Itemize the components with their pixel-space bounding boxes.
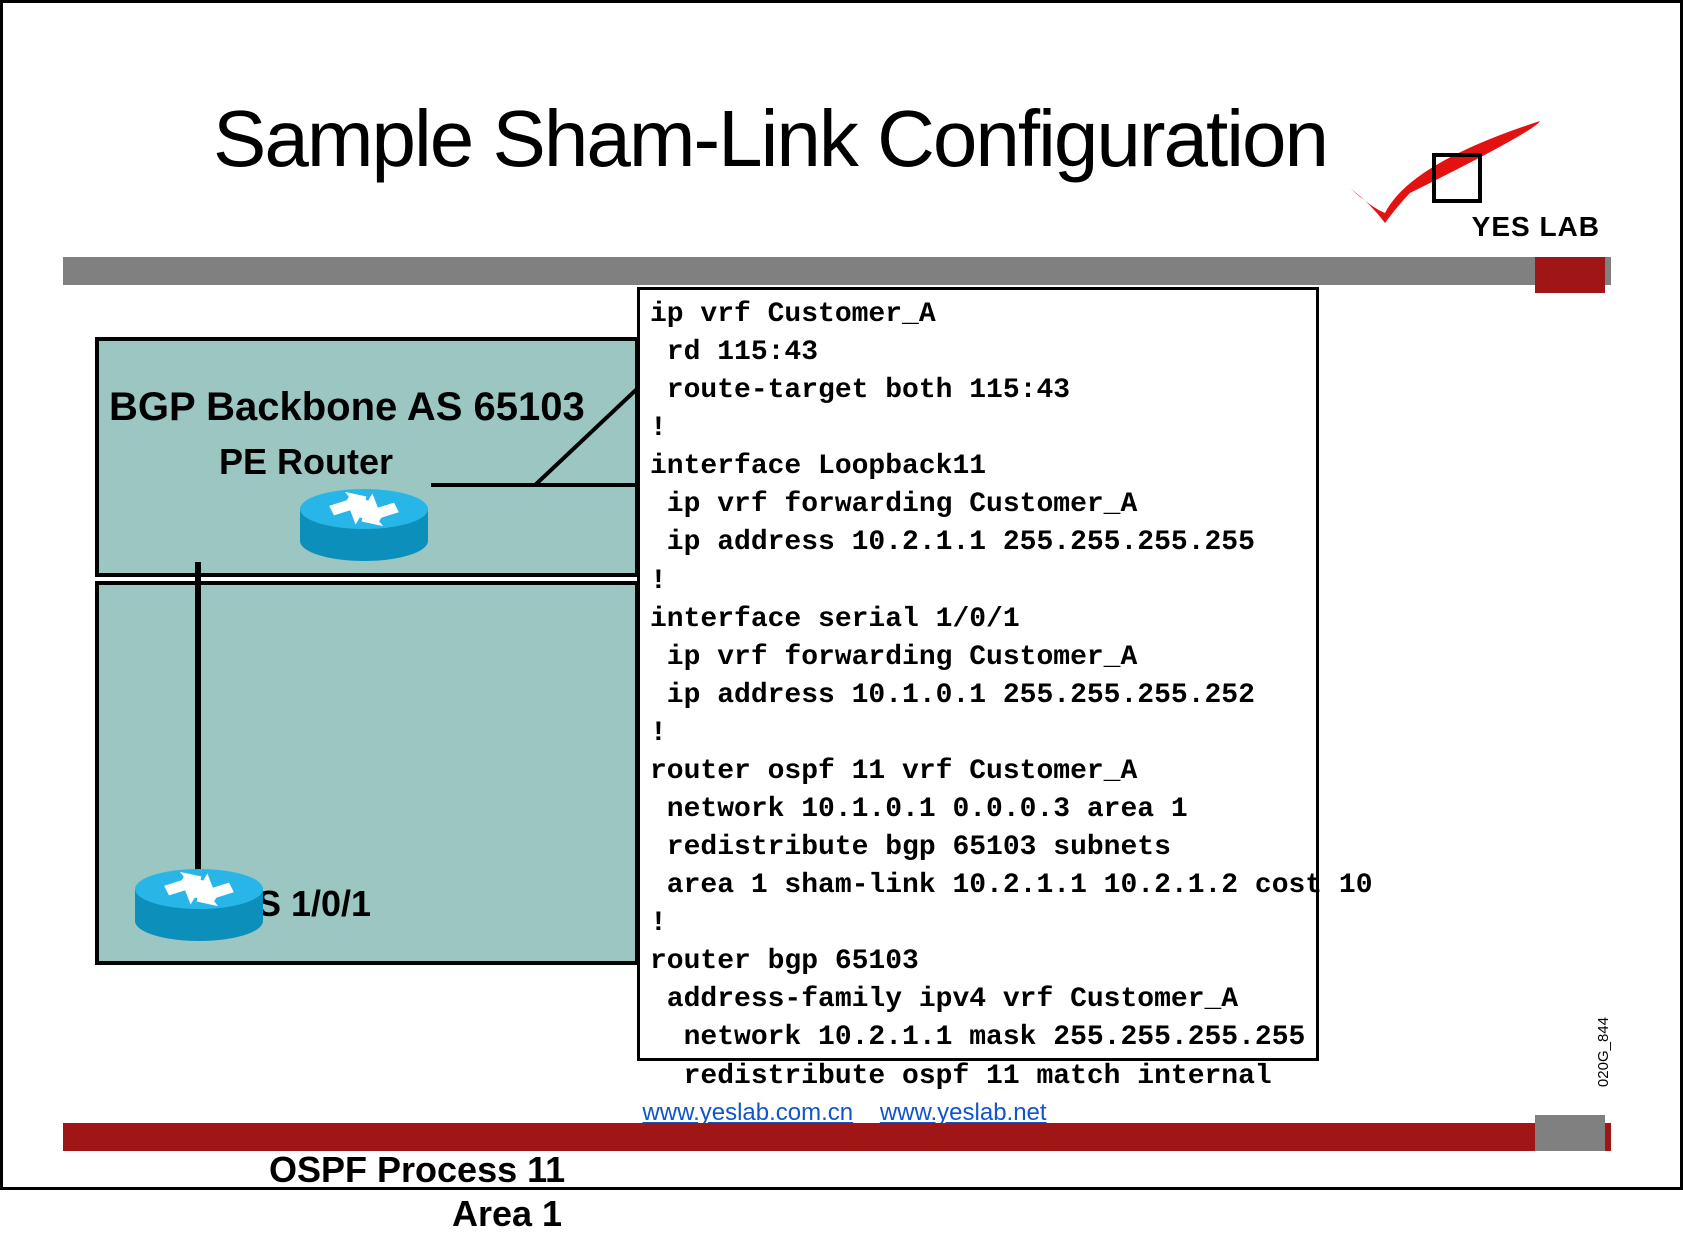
config-code: ip vrf Customer_A rd 115:43 route-target… [650,296,1306,1096]
bgp-backbone-label: BGP Backbone AS 65103 [109,385,585,430]
logo-text: YES LAB [1472,211,1600,243]
ce-router-icon [132,865,266,943]
slide: Sample Sham-Link Configuration YES LAB B… [0,0,1683,1190]
config-code-box: ip vrf Customer_A rd 115:43 route-target… [637,287,1319,1061]
page-title: Sample Sham-Link Configuration [213,93,1327,185]
pe-router-icon [297,485,431,563]
header-divider-red-accent [1535,257,1605,293]
serial-interface-label: S 1/0/1 [257,883,371,925]
footer-link-2[interactable]: www.yeslab.net [880,1099,1047,1126]
link-line [195,562,201,874]
footer-divider-red [63,1123,1611,1151]
ospf-area-label: Area 1 [452,1193,562,1235]
callout-diagonal [533,387,643,487]
footer-link-1[interactable]: www.yeslab.com.cn [642,1099,853,1126]
header-divider-gray [63,257,1611,285]
ospf-process-label: OSPF Process 11 [269,1149,565,1191]
logo-box-icon [1432,153,1482,203]
logo: YES LAB [1340,83,1600,233]
slide-code: 020G_844 [1595,1017,1612,1087]
pe-router-label: PE Router [219,441,393,483]
footer-divider-gray-accent [1535,1115,1605,1151]
network-diagram: BGP Backbone AS 65103 PE Router S 1/0/1 … [95,297,639,962]
